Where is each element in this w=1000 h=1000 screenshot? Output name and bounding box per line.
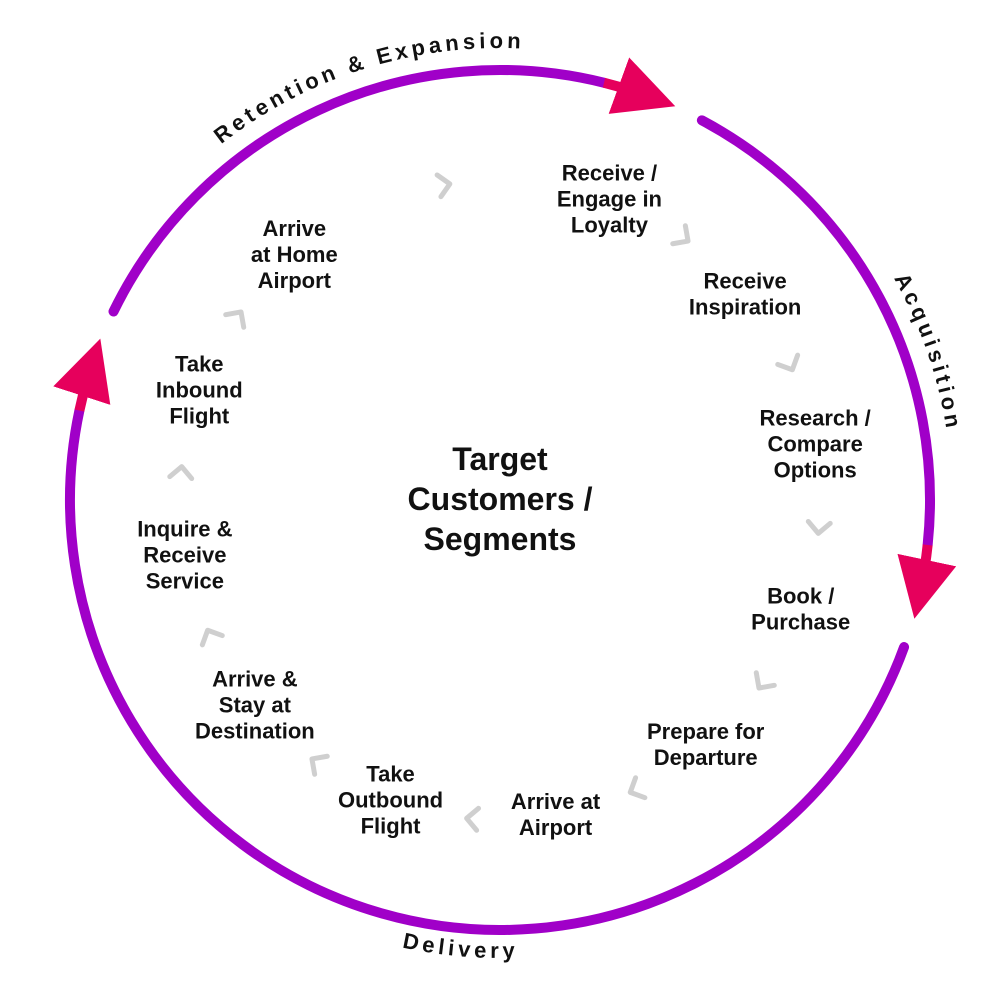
ring-arrow-icon [604,83,647,96]
chevron-icon [778,355,798,370]
step-label: Arriveat HomeAirport [251,216,338,293]
chevron-icon [467,808,479,830]
step-label: ReceiveInspiration [689,268,801,319]
center-title-text: TargetCustomers /Segments [408,441,593,557]
ring-arrow-icon [921,545,928,589]
chevron-icon [312,756,327,774]
step-label: TakeInboundFlight [156,352,243,429]
chevron-icon [437,175,450,197]
step-label: Receive /Engage inLoyalty [557,160,662,237]
step-label: Research /CompareOptions [759,405,870,482]
chevron-icon [170,467,192,479]
step-label: Prepare forDeparture [647,719,765,770]
step-label: TakeOutboundFlight [338,762,443,839]
chevron-icon [226,312,244,327]
step-label: Book /Purchase [751,583,850,634]
ring-arrow-icon [79,367,91,410]
chevron-icon [630,778,645,798]
step-label: Arrive atAirport [511,789,601,840]
chevron-icon [673,226,688,244]
chevron-icon [756,673,774,688]
chevron-icon [808,521,830,533]
step-label: Inquire &ReceiveService [137,517,232,594]
center-title: TargetCustomers /Segments [408,441,593,557]
chevron-icon [202,630,222,645]
customer-journey-diagram: Retention & ExpansionAcquisitionDelivery… [0,0,1000,1000]
ring-segment [114,70,605,312]
step-label: Arrive &Stay atDestination [195,667,315,744]
